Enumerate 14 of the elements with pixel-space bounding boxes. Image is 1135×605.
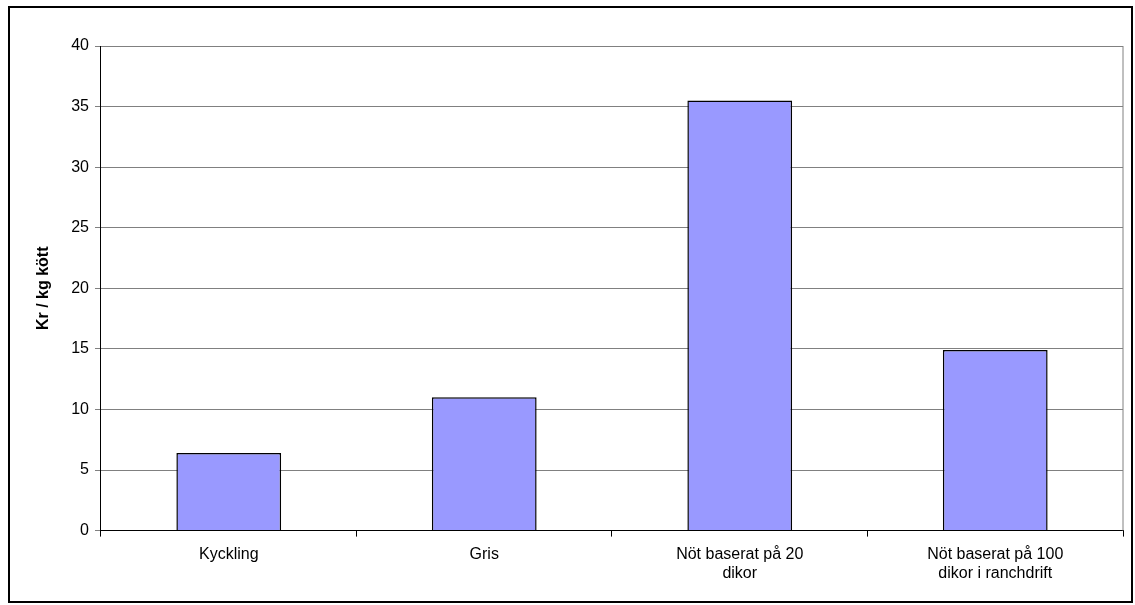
y-tick-label: 0 [80,521,90,539]
y-tick-label: 35 [71,96,90,114]
y-tick-label: 10 [71,399,90,417]
y-tick-label: 5 [80,460,90,478]
y-tick-label: 25 [71,218,90,236]
y-axis-title: Kr / kg kött [34,245,52,331]
y-tick-label: 20 [71,278,90,296]
y-tick-label: 40 [71,36,90,54]
x-tick-label: Nöt baserat på 20 dikor [676,544,804,581]
y-tick-label: 15 [71,339,90,357]
x-tick-label: Nöt baserat på 100 dikor i ranchdrift [927,544,1064,581]
y-tick-label: 30 [71,157,90,175]
x-tick-label: Kyckling [198,544,259,562]
x-tick-label: Gris [469,544,499,562]
